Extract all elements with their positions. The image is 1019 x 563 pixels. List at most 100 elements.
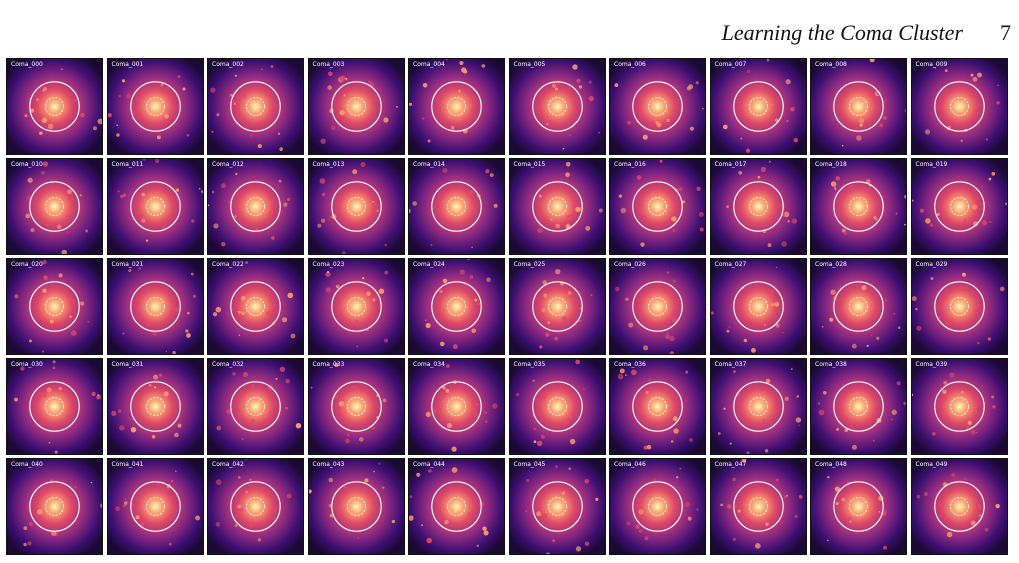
- substructure-blob: [463, 284, 466, 286]
- density-background: [509, 459, 605, 554]
- panel-label: Coma_002: [212, 61, 244, 68]
- substructure-blob: [48, 441, 51, 444]
- outer-radius-circle: [129, 481, 181, 532]
- substructure-blob: [377, 462, 381, 465]
- panel-label: Coma_046: [614, 461, 646, 468]
- inner-radius-dashed-circle: [246, 497, 265, 516]
- substructure-blob: [329, 215, 332, 219]
- substructure-blob: [883, 545, 887, 550]
- outer-radius-circle: [732, 281, 784, 332]
- inner-radius-dashed-circle: [145, 397, 165, 416]
- substructure-blob: [869, 59, 875, 63]
- substructure-blob: [141, 192, 145, 197]
- substructure-blob: [783, 495, 787, 499]
- substructure-blob: [446, 59, 448, 61]
- panel-label: Coma_037: [714, 361, 747, 368]
- substructure-blob: [467, 259, 470, 260]
- substructure-blob: [764, 449, 768, 453]
- substructure-blob: [118, 95, 121, 98]
- substructure-blob: [372, 202, 377, 207]
- density-map: [7, 359, 102, 454]
- substructure-blob: [746, 451, 750, 454]
- inner-radius-dashed-circle: [346, 297, 366, 316]
- substructure-blob: [554, 268, 560, 275]
- substructure-blob: [990, 172, 995, 176]
- substructure-blob: [382, 117, 389, 123]
- substructure-blob: [190, 272, 194, 276]
- substructure-blob: [944, 69, 948, 72]
- substructure-blob: [470, 108, 475, 113]
- density-map: [107, 459, 203, 554]
- substructure-blob: [451, 467, 458, 473]
- substructure-blob: [422, 82, 428, 88]
- density-map: [509, 159, 605, 254]
- substructure-blob: [741, 459, 746, 463]
- substructure-blob: [990, 395, 994, 399]
- inner-radius-dashed-circle: [447, 397, 466, 416]
- substructure-blob: [578, 85, 582, 89]
- inner-radius-dashed-circle: [849, 197, 868, 216]
- substructure-blob: [110, 410, 116, 417]
- outer-radius-circle: [29, 181, 80, 232]
- substructure-blob: [90, 481, 93, 484]
- density-map: [610, 459, 705, 554]
- substructure-blob: [474, 298, 478, 302]
- substructure-blob: [743, 338, 747, 343]
- substructure-blob: [638, 529, 643, 533]
- substructure-blob: [338, 401, 344, 407]
- substructure-blob: [450, 125, 455, 130]
- cluster-panel: Coma_011: [106, 158, 204, 255]
- substructure-blob: [234, 74, 238, 77]
- substructure-blob: [67, 189, 73, 195]
- substructure-blob: [92, 126, 97, 131]
- substructure-blob: [567, 467, 571, 470]
- substructure-blob: [769, 289, 775, 296]
- cluster-panel: Coma_009: [910, 58, 1008, 155]
- substructure-blob: [378, 288, 384, 295]
- substructure-blob: [568, 214, 572, 218]
- density-map: [710, 259, 806, 354]
- substructure-blob: [536, 440, 542, 447]
- substructure-blob: [493, 203, 498, 208]
- outer-radius-circle: [330, 181, 382, 232]
- substructure-blob: [971, 204, 977, 210]
- substructure-blob: [939, 501, 944, 507]
- substructure-blob: [678, 187, 683, 192]
- cluster-panel: Coma_037: [709, 358, 807, 455]
- substructure-blob: [945, 415, 950, 419]
- substructure-blob: [575, 78, 581, 83]
- substructure-blob: [64, 388, 67, 392]
- substructure-blob: [326, 85, 332, 90]
- substructure-blob: [911, 296, 917, 302]
- density-map: [409, 159, 504, 254]
- density-map: [610, 159, 705, 254]
- substructure-blob: [562, 421, 567, 427]
- substructure-blob: [843, 232, 847, 235]
- substructure-blob: [631, 369, 637, 376]
- substructure-blob: [790, 368, 793, 371]
- inner-radius-dashed-circle: [849, 397, 868, 416]
- substructure-blob: [553, 336, 558, 341]
- panel-label: Coma_009: [915, 61, 948, 68]
- panel-label: Coma_038: [815, 361, 847, 368]
- substructure-blob: [541, 280, 547, 285]
- outer-radius-circle: [230, 481, 281, 532]
- substructure-blob: [372, 470, 375, 473]
- outer-radius-circle: [129, 281, 181, 332]
- density-background: [208, 259, 303, 354]
- substructure-blob: [685, 370, 689, 374]
- substructure-blob: [42, 288, 47, 293]
- substructure-blob: [859, 123, 863, 127]
- cluster-panel: Coma_028: [810, 258, 907, 355]
- cluster-panel: Coma_026: [609, 258, 706, 355]
- density-map: [710, 459, 806, 554]
- substructure-blob: [924, 218, 931, 224]
- substructure-blob: [235, 172, 238, 176]
- panel-label: Coma_011: [111, 161, 144, 168]
- substructure-blob: [395, 105, 398, 108]
- substructure-blob: [598, 208, 603, 213]
- substructure-blob: [484, 411, 487, 414]
- substructure-blob: [66, 231, 69, 233]
- substructure-blob: [221, 241, 226, 247]
- substructure-blob: [830, 181, 837, 187]
